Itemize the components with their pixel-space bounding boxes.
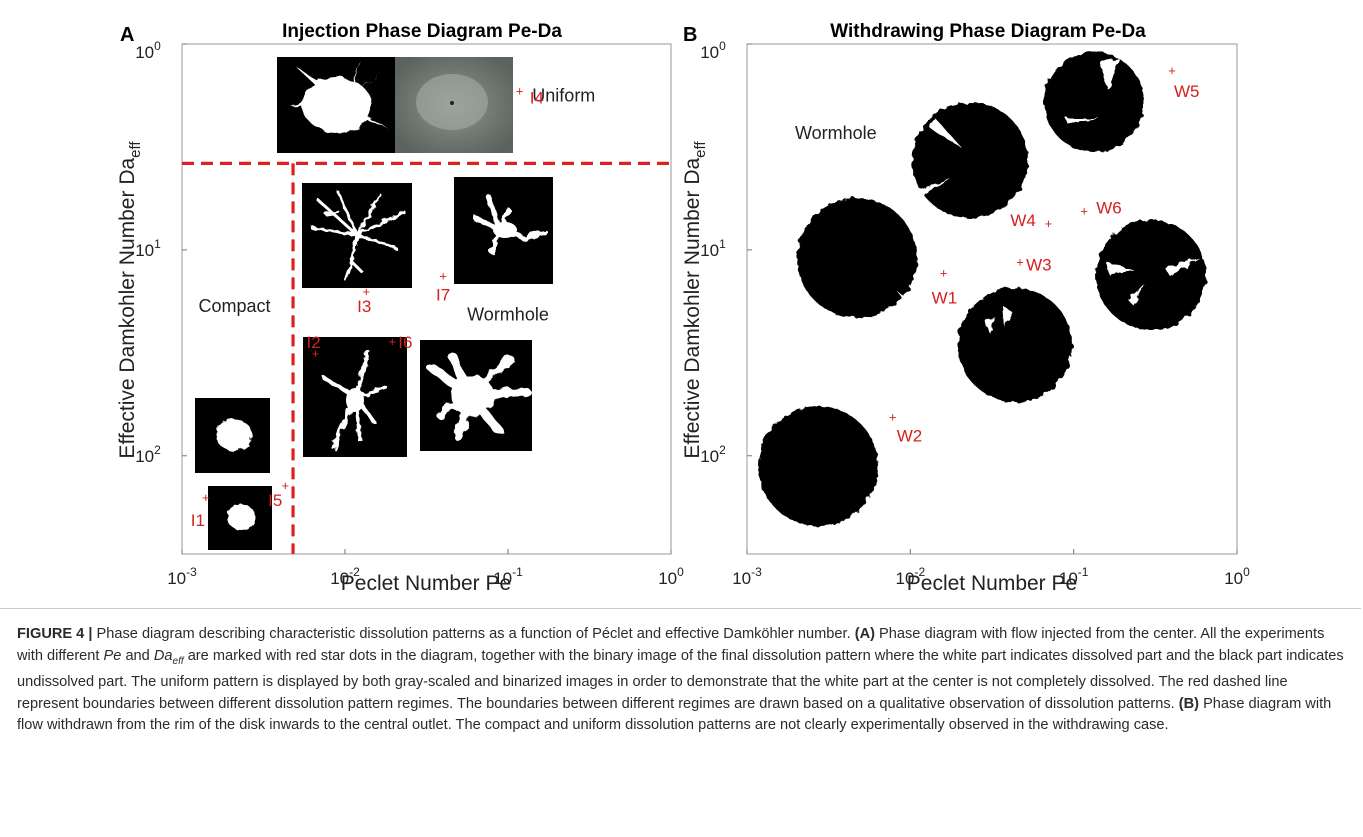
data-point-i6: + [388, 334, 396, 349]
caption-b-label: (B) [1178, 695, 1200, 712]
panel-b: B Withdrawing Phase Diagram Pe-Da 10-3 10… [681, 21, 1250, 595]
point-label-i3: I3 [357, 297, 371, 316]
figure: A Injection Phase Diagram Pe-Da 10-3 10-2… [116, 21, 1250, 595]
panel-b-x-axis-label: Peclet Number Pe [907, 572, 1077, 595]
data-point-i5: + [281, 478, 289, 493]
panel-a-label: A [120, 24, 134, 46]
pattern-image-w5 [1044, 52, 1144, 152]
pattern-image-w4 [912, 102, 1028, 218]
x-tick-label: 10-3 [732, 565, 762, 588]
panel-a-x-ticks: 10-3 10-2 10-1 100 [167, 549, 684, 588]
point-label-i1: I1 [191, 511, 205, 530]
caption-da: Da [153, 647, 173, 664]
y-tick-label: 102 [700, 443, 726, 466]
y-tick-label: 102 [135, 443, 161, 466]
data-point-w6: + [1080, 203, 1088, 218]
pattern-image-i2 [303, 337, 407, 457]
x-tick-label: 100 [658, 565, 684, 588]
data-point-w5: + [1168, 63, 1176, 78]
panel-a-y-ticks: 100 101 102 [135, 39, 187, 466]
point-label-i5: I5 [268, 491, 282, 510]
region-label: Compact [199, 296, 271, 316]
caption-da-sub: eff [172, 655, 184, 667]
point-label-i6: I6 [398, 333, 412, 352]
panel-b-points: +W1+W2+ W3+W4+W5+ W6 [889, 63, 1200, 445]
panel-a-regions: Uniform Compact Wormhole [199, 85, 596, 324]
panel-b-plot-area [746, 43, 1238, 555]
panel-b-y-ticks: 100 101 102 [700, 39, 752, 466]
caption-text-5: Phase diagram with flow withdrawn from t… [17, 695, 1332, 734]
point-label-i4: I4 [530, 88, 544, 107]
data-point-i2: + [312, 346, 320, 361]
point-label-w1: W1 [932, 288, 958, 307]
panel-a: A Injection Phase Diagram Pe-Da 10-3 10-2… [116, 21, 684, 595]
x-tick-label: 100 [1224, 565, 1250, 588]
x-tick-label: 10-2 [330, 565, 360, 588]
x-tick-label: 10-1 [1059, 565, 1089, 588]
panel-a-points: +I1+I2+I3+ I4+I5+ I6+I7 [191, 83, 544, 529]
point-label-i7: I7 [436, 286, 450, 305]
panel-b-label: B [683, 24, 697, 46]
caption-a-label: (A) [854, 626, 875, 642]
figure-caption: FIGURE 4 | Phase diagram describing char… [17, 624, 1347, 737]
pattern-image-w3 [958, 288, 1072, 402]
point-label-w5: W5 [1174, 82, 1200, 101]
pattern-image-w6 [1096, 220, 1206, 330]
pattern-image-w1 [797, 198, 918, 318]
panel-a-y-axis-label: Effective Damkohler Number Daeff [116, 141, 144, 459]
caption-text-3: and [121, 647, 154, 664]
caption-label: FIGURE 4 | [17, 626, 93, 642]
data-point-w4: + [1045, 216, 1053, 231]
y-tick-label: 100 [700, 39, 726, 62]
data-point-w3: + [1016, 254, 1024, 269]
point-label-w6: W6 [1096, 198, 1122, 217]
point-label-w3: W3 [1026, 255, 1052, 274]
point-label-w2: W2 [897, 426, 923, 445]
pattern-image-i6 [420, 340, 532, 451]
panel-a-plot-area [181, 43, 672, 555]
caption-pe: Pe [103, 647, 122, 664]
panel-b-regions: Wormhole [795, 123, 877, 143]
pattern-image-w2 [758, 406, 878, 526]
pattern-image-i7 [454, 177, 553, 284]
panel-a-x-axis-label: Peclet Number Pe [341, 572, 511, 595]
x-tick-label: 10-3 [167, 565, 197, 588]
region-label: Uniform [532, 85, 595, 105]
x-tick-label: 10-1 [493, 565, 523, 588]
y-tick-label: 100 [135, 39, 161, 62]
y-tick-label: 101 [700, 237, 726, 260]
data-point-i3: + [362, 284, 370, 299]
pattern-image-compact-1 [195, 398, 270, 473]
data-point-w1: + [940, 265, 948, 280]
data-point-i7: + [439, 269, 447, 284]
panel-a-title: Injection Phase Diagram Pe-Da [282, 21, 562, 42]
x-tick-label: 10-2 [896, 565, 926, 588]
point-label-w4: W4 [1010, 211, 1035, 230]
pattern-image-i4-grayscale [395, 57, 513, 153]
caption-text-1: Phase diagram describing characteristic … [92, 626, 855, 642]
y-tick-label: 101 [135, 237, 161, 260]
pattern-image-compact-2 [208, 486, 272, 550]
data-point-i4: + [516, 83, 524, 98]
point-label-i2: I2 [306, 333, 320, 352]
panel-b-x-ticks: 10-3 10-2 10-1 100 [732, 549, 1250, 588]
caption-text-2: Phase diagram with flow injected from th… [17, 626, 1325, 664]
panel-b-y-axis-label: Effective Damkohler Number Daeff [681, 141, 709, 459]
data-point-w2: + [889, 409, 897, 424]
pattern-image-i3 [302, 183, 412, 288]
panel-b-title: Withdrawing Phase Diagram Pe-Da [830, 21, 1146, 42]
caption-divider [0, 608, 1361, 837]
caption-text-4: are marked with red star dots in the dia… [17, 647, 1344, 712]
pattern-image-i4-binary [277, 57, 395, 153]
region-label: Wormhole [795, 123, 877, 143]
data-point-i1: + [202, 490, 210, 505]
region-label: Wormhole [467, 304, 549, 324]
